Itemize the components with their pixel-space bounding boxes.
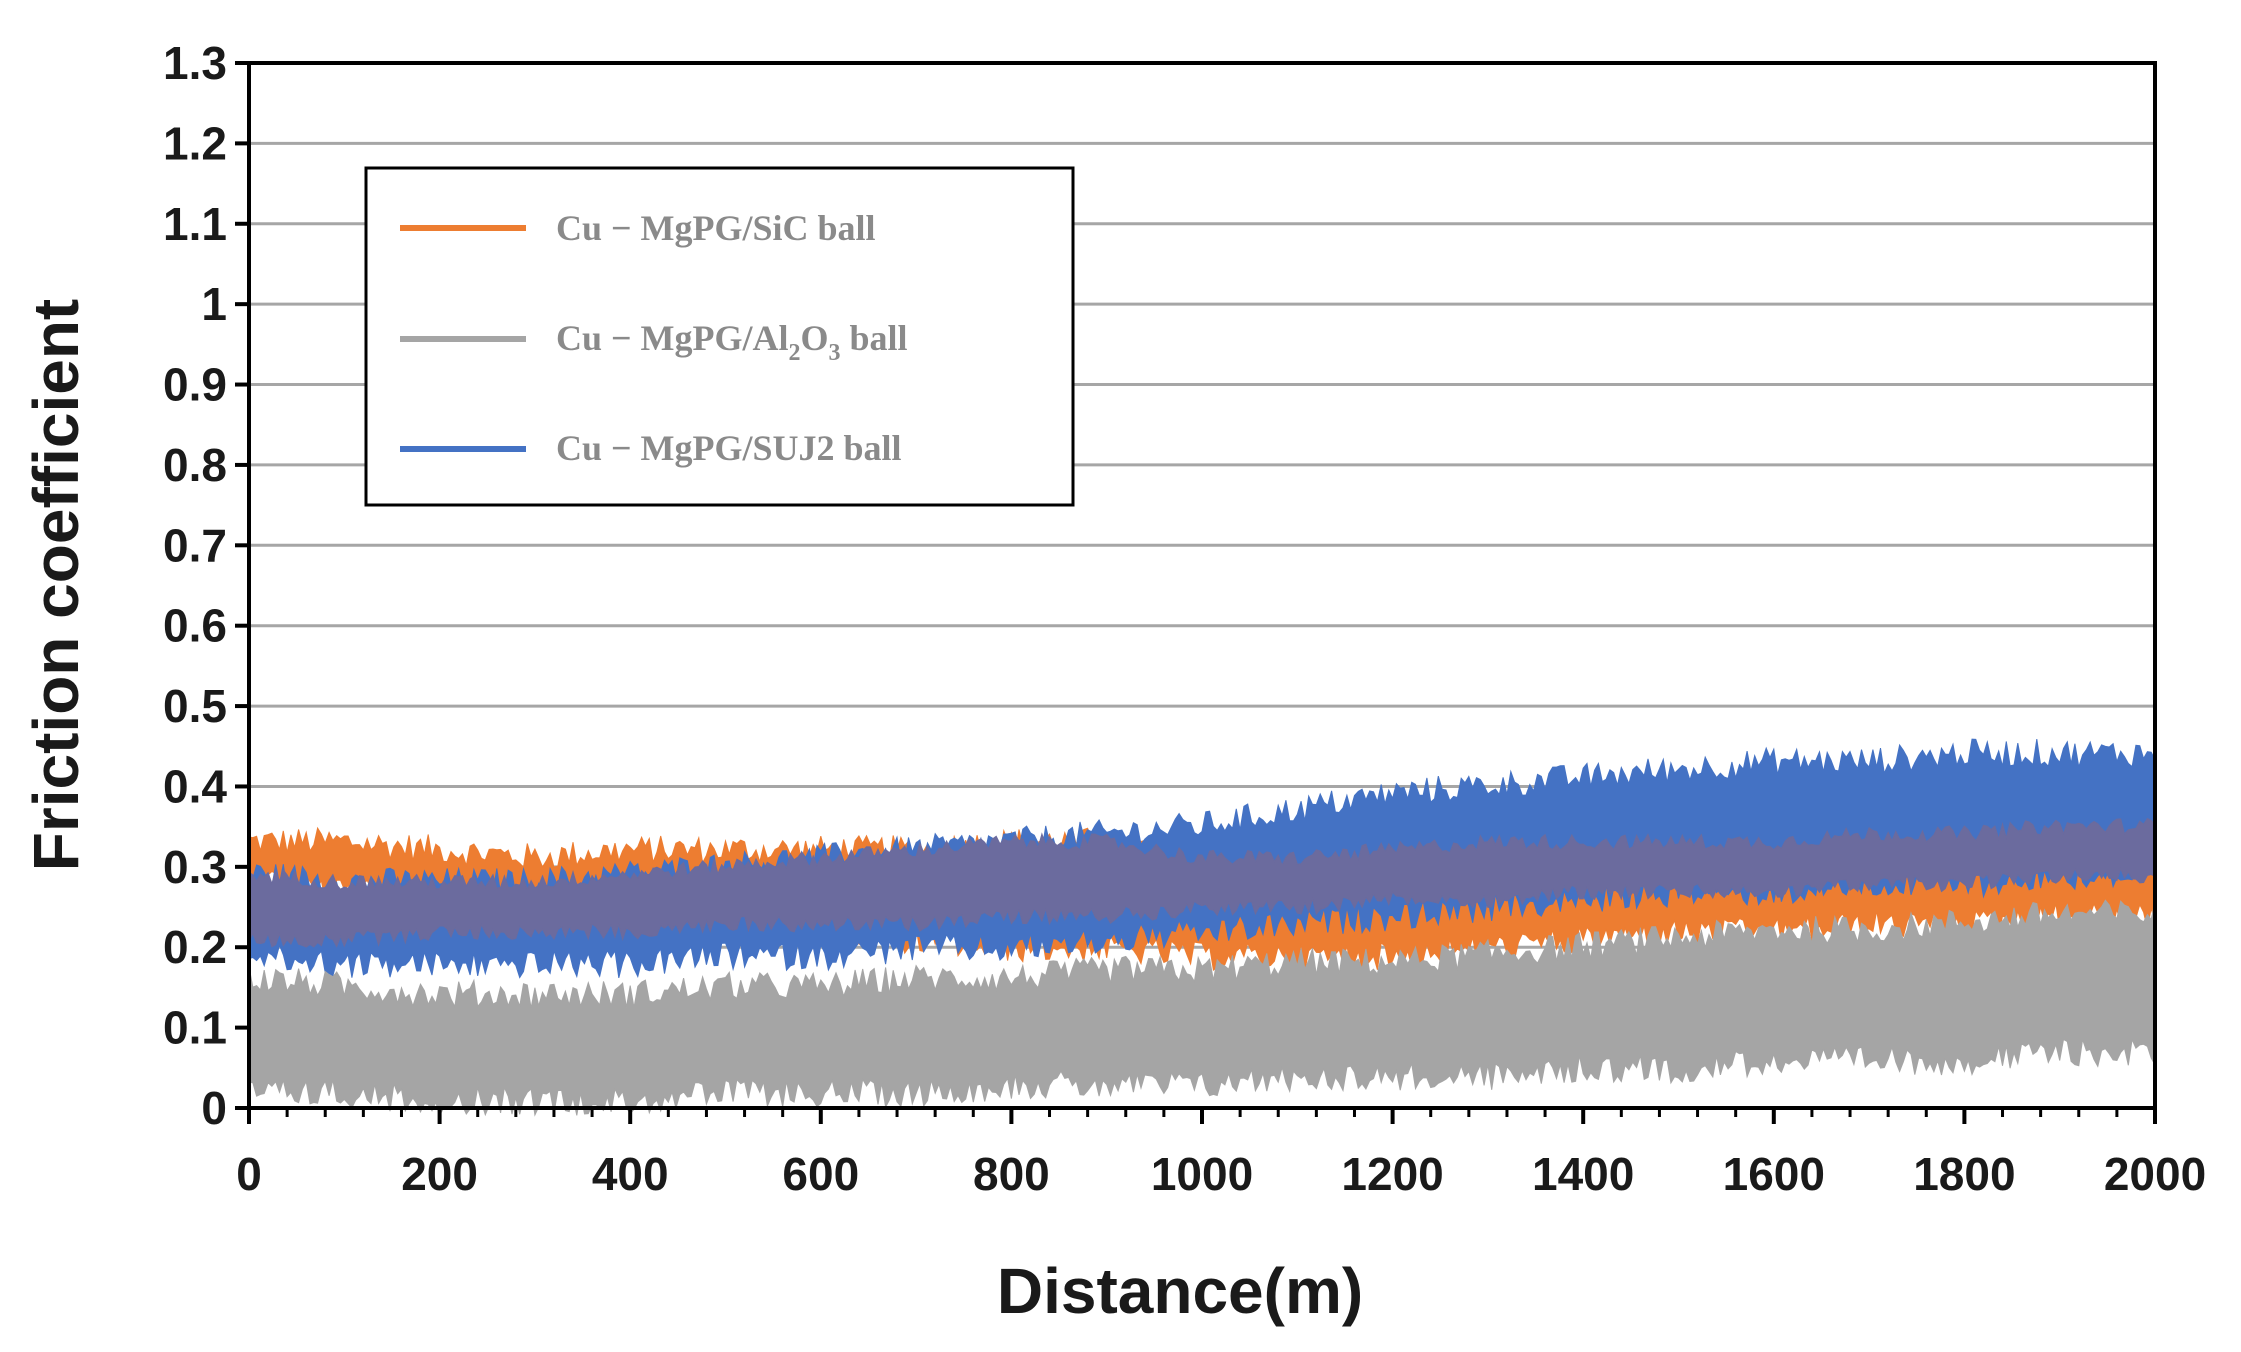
x-tick-label-4: 800 [973, 1148, 1050, 1200]
y-tick-label-3: 0.3 [163, 841, 227, 893]
x-tick-label-1: 200 [401, 1148, 478, 1200]
legend-label-suj2: Cu − MgPG/SUJ2 ball [556, 428, 902, 468]
x-tick-labels: 0 200 400 600 800 1000 1200 1400 1600 1800 2000 [236, 1148, 2206, 1200]
legend-al2o3-sub2: 3 [829, 340, 841, 366]
legend-label-sic: Cu − MgPG/SiC ball [556, 208, 876, 248]
data-series [248, 738, 2156, 1117]
y-tick-label-10: 1 [201, 278, 227, 330]
y-tick-label-9: 0.9 [163, 359, 227, 411]
y-tick-label-13: 1.3 [163, 37, 227, 89]
x-tick-label-6: 1200 [1341, 1148, 1443, 1200]
legend-al2o3-suffix: ball [841, 318, 908, 358]
y-tick-label-2: 0.2 [163, 921, 227, 973]
legend: Cu − MgPG/SiC ball Cu − MgPG/Al2O3 ball … [364, 166, 1075, 507]
y-tick-label-8: 0.8 [163, 439, 227, 491]
x-tick-label-7: 1400 [1532, 1148, 1634, 1200]
legend-label-al2o3: Cu − MgPG/Al2O3 ball [556, 318, 908, 366]
y-tick-label-0: 0 [201, 1082, 227, 1134]
x-tick-label-10: 2000 [2104, 1148, 2206, 1200]
x-tick-label-8: 1600 [1723, 1148, 1825, 1200]
legend-al2o3-mid: O [801, 318, 829, 358]
y-tick-label-12: 1.2 [163, 117, 227, 169]
x-tick-label-9: 1800 [1913, 1148, 2015, 1200]
legend-al2o3-sub1: 2 [789, 340, 801, 366]
y-tick-label-7: 0.7 [163, 519, 227, 571]
y-axis-title: Friction coefficient [20, 299, 92, 872]
y-tick-label-11: 1.1 [163, 198, 227, 250]
y-tick-labels: 0 0.1 0.2 0.3 0.4 0.5 0.6 0.7 0.8 0.9 1 1.1 1.2 1.3 [163, 37, 227, 1134]
x-tick-label-5: 1000 [1151, 1148, 1253, 1200]
y-tick-label-5: 0.5 [163, 680, 227, 732]
x-axis-title: Distance(m) [997, 1255, 1363, 1327]
y-tick-label-4: 0.4 [163, 760, 227, 812]
y-tick-label-6: 0.6 [163, 600, 227, 652]
x-tick-label-3: 600 [782, 1148, 859, 1200]
x-tick-label-2: 400 [592, 1148, 669, 1200]
y-tick-label-1: 0.1 [163, 1002, 227, 1054]
x-tick-label-0: 0 [236, 1148, 262, 1200]
legend-al2o3-prefix: Cu − MgPG/Al [556, 318, 789, 358]
tick-marks [235, 61, 2157, 1124]
